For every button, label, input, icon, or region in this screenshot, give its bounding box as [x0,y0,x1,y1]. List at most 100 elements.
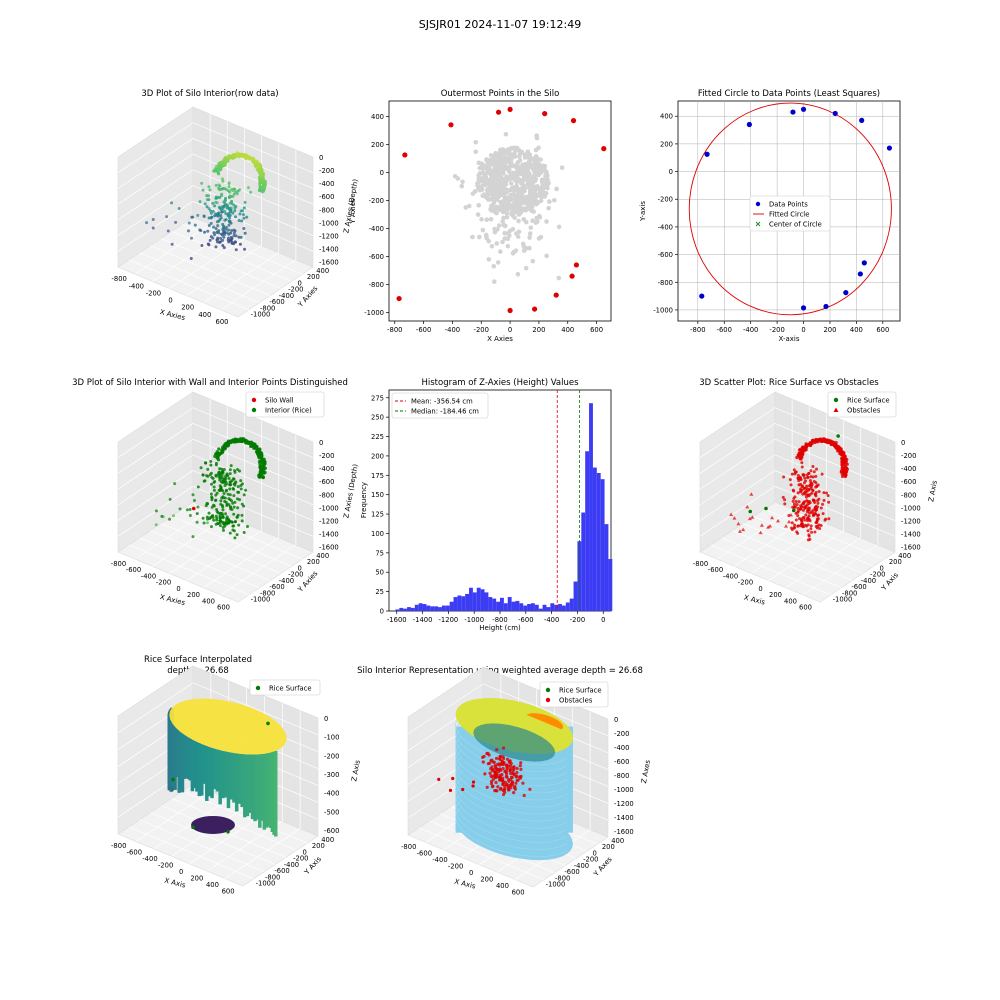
data-point [258,176,262,180]
data-point [525,173,531,178]
histogram-bar [534,604,539,611]
data-point [776,518,781,523]
data-point [165,215,169,219]
data-point [521,168,526,174]
y-axis-label: Frequency [360,482,368,518]
y-tick-label: -800 [265,873,280,881]
data-point [218,240,222,244]
data-point [526,177,532,183]
outermost-point [402,152,408,158]
y-tick-label: 200 [889,558,902,566]
grid-line [117,153,314,205]
data-point [222,235,226,239]
data-point [261,475,265,480]
data-point [783,524,788,528]
data-point [210,498,214,502]
z-tick-label: -300 [324,771,339,779]
data-point [206,502,210,506]
data-point [768,524,773,528]
data-point [508,181,514,186]
data-point [467,203,472,209]
data-point [231,189,235,193]
panel-title: 3D Plot of Silo Interior(row data) [141,89,278,99]
x-tick-label: 0 [758,585,762,593]
outermost-point [569,273,575,279]
data-point [226,492,230,496]
z-axis-label: Z Axies (Depth) [342,463,359,519]
data-point [747,516,752,521]
data-point [189,236,193,240]
data-point [196,213,200,217]
grid-line [182,223,303,275]
data-point [215,491,219,495]
data-point [219,516,223,520]
x-tick-label: -600 [708,566,723,574]
z-tick-label: -1600 [614,828,634,836]
y-tick-label: 200 [371,452,384,460]
obstacle-point [497,775,502,779]
obstacle-point [498,778,503,782]
data-point [199,229,203,233]
z-tick-label: -100 [324,734,339,742]
data-point [236,468,240,472]
data-point [228,468,232,472]
histogram-bar [592,467,597,611]
data-point [232,512,236,516]
grid-line [150,812,276,865]
z-tick-label: -400 [319,180,334,188]
legend-marker [255,685,261,691]
data-point [729,512,734,516]
y-tick-label: 400 [316,552,329,560]
obstacle-point [503,784,507,789]
data-point [177,206,181,210]
histogram-bar [515,600,520,611]
data-point [229,464,233,468]
legend-label: Silo Wall [265,397,294,405]
panel-title: 3D Plot of Silo Interior with Wall and I… [72,378,348,388]
legend-marker [755,201,761,207]
y-axis-label: Y-axis [639,201,647,222]
obstacle-point [489,781,494,786]
x-tick-label: 600 [590,326,603,334]
data-point [802,516,806,520]
obstacle-point [507,759,511,764]
data-point [223,187,227,191]
panel-histogram: Histogram of Z-Axies (Height) Values -160… [360,378,613,632]
data-point [814,474,818,478]
data-point [261,175,265,179]
data-point [207,194,211,198]
data-point [233,153,237,157]
data-point [154,509,158,513]
data-point [216,167,220,171]
data-point [243,247,247,251]
data-point [808,537,812,541]
data-point [470,234,475,240]
data-point [802,474,806,478]
y-tick-label: -1000 [653,306,673,314]
x-tick-label: -1600 [387,616,407,624]
data-point [235,497,239,501]
data-point [770,515,775,520]
legend-marker [251,397,257,403]
y-tick-label: -400 [279,577,294,585]
x-tick-label: 0 [469,869,473,877]
y-tick-label: 275 [371,394,384,402]
y-tick-label: 400 [316,267,329,275]
data-point [527,235,532,240]
y-tick-label: 0 [297,279,301,287]
grid-line [160,238,281,289]
panel-title: 3D Scatter Plot: Rice Surface vs Obstacl… [699,378,879,388]
y-tick-label: -1000 [256,880,276,888]
data-point [827,440,831,444]
obstacle-point [519,767,523,771]
data-point [239,484,243,488]
grid-line [117,454,314,506]
data-point [216,211,220,215]
data-point [552,197,557,203]
x-tick-label: 0 [601,616,605,624]
obstacle-point [501,766,505,771]
data-point [535,185,540,191]
data-point [505,243,511,249]
data-point [228,531,232,535]
histogram-bar [492,598,497,611]
